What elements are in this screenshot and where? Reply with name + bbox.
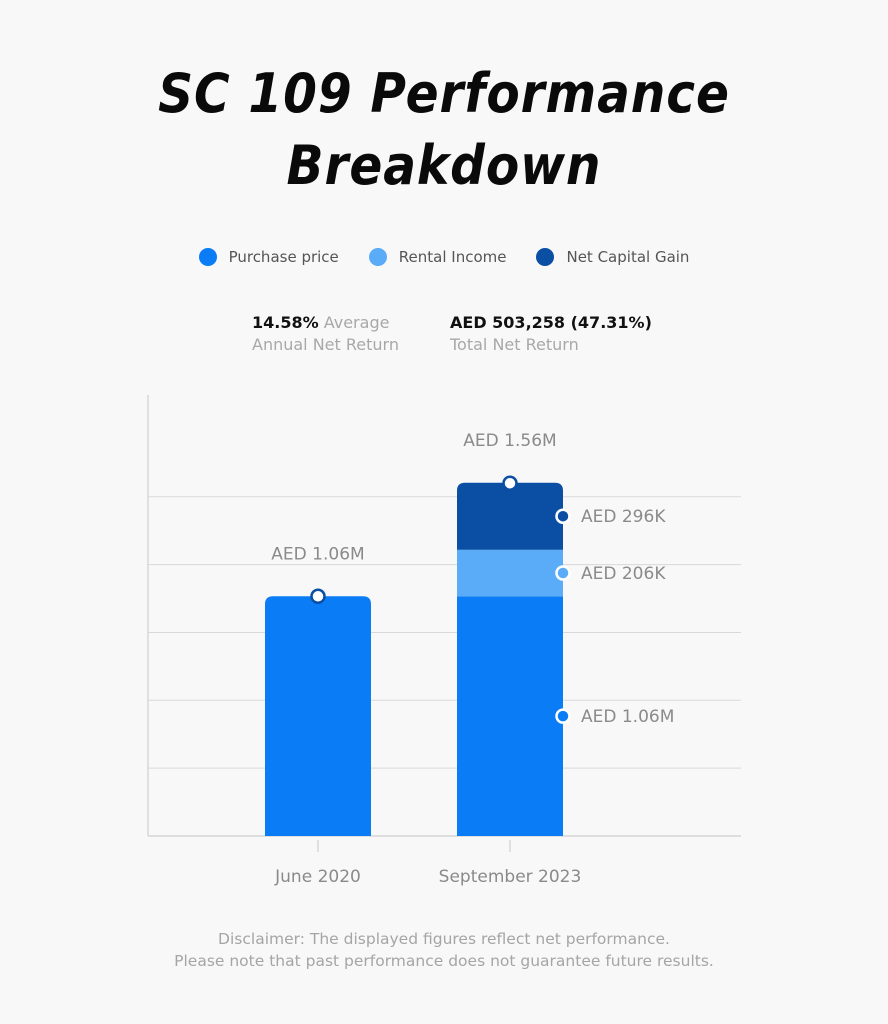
stacked-bar-chart: AED 1.06M June 2020 AED 1.06M AED 206K AED 2… <box>147 395 741 887</box>
stat-total-return: AED 503,258 (47.31%) Total Net Return <box>450 312 652 356</box>
total-label-0: AED 1.06M <box>271 544 364 564</box>
stat-average-return: 14.58% Average Annual Net Return <box>252 312 399 356</box>
legend-item-rental-income: Rental Income <box>368 248 507 266</box>
segment-label-1-rental-income: AED 206K <box>581 564 666 584</box>
legend-label-rental-income: Rental Income <box>398 248 507 266</box>
segment-label-1-purchase-price: AED 1.06M <box>581 707 674 727</box>
stat-return-label-2: Annual Net Return <box>252 335 399 354</box>
chart-title: SC 109 Performance Breakdown <box>44 58 843 202</box>
stat-total-label: Total Net Return <box>450 335 579 354</box>
legend-swatch-purchase-price <box>198 248 217 266</box>
legend-swatch-rental-income <box>368 248 387 266</box>
chart-title-line-1: SC 109 Performance <box>158 62 730 125</box>
total-marker-0 <box>310 588 326 605</box>
bar-1-net-capital-gain <box>457 482 563 550</box>
legend-item-net-capital-gain: Net Capital Gain <box>536 248 689 266</box>
segment-marker-1-purchase-price <box>555 708 571 724</box>
disclaimer: Disclaimer: The displayed figures reflec… <box>0 928 888 972</box>
total-marker-1 <box>502 475 518 491</box>
x-tick-label-1: September 2023 <box>439 867 582 887</box>
segment-label-1-net-capital-gain: AED 296K <box>581 507 666 527</box>
legend-item-purchase-price: Purchase price <box>198 248 339 266</box>
chart-title-line-2: Breakdown <box>286 134 602 197</box>
bar-1-rental-income <box>457 549 563 597</box>
stat-return-value: 14.58% <box>252 313 319 332</box>
stat-total-value: AED 503,258 (47.31%) <box>450 313 652 332</box>
segment-marker-1-net-capital-gain <box>555 508 571 524</box>
legend-label-purchase-price: Purchase price <box>228 248 339 266</box>
stat-return-label-1: Average <box>323 313 390 332</box>
x-tick-label-0: June 2020 <box>274 867 361 887</box>
total-label-1: AED 1.56M <box>463 431 556 451</box>
legend: Purchase price Rental Income Net Capital… <box>0 248 888 266</box>
disclaimer-line-1: Disclaimer: The displayed figures reflec… <box>218 930 670 948</box>
legend-swatch-net-capital-gain <box>536 248 555 266</box>
bar-0-purchase-price <box>265 596 371 836</box>
legend-label-net-capital-gain: Net Capital Gain <box>566 248 690 266</box>
bar-1-purchase-price <box>457 596 563 836</box>
disclaimer-line-2: Please note that past performance does n… <box>174 952 714 970</box>
segment-marker-1-rental-income <box>555 565 571 581</box>
